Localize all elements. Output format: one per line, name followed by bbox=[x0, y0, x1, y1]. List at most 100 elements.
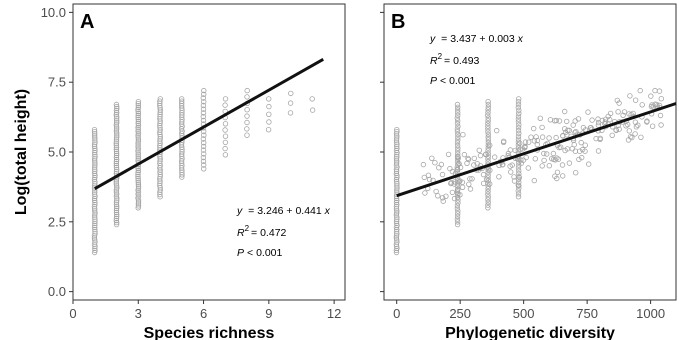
data-point bbox=[113, 140, 119, 146]
data-point bbox=[616, 100, 622, 106]
data-point bbox=[649, 123, 656, 129]
data-point bbox=[393, 203, 400, 210]
data-point bbox=[222, 127, 228, 133]
data-point bbox=[200, 110, 207, 116]
data-point bbox=[91, 131, 98, 137]
data-point bbox=[602, 119, 608, 125]
data-point bbox=[627, 93, 633, 99]
data-point bbox=[537, 115, 543, 121]
data-point bbox=[222, 152, 229, 158]
data-point bbox=[523, 154, 529, 161]
data-point bbox=[485, 115, 491, 121]
data-point bbox=[485, 120, 491, 127]
data-point bbox=[421, 174, 427, 181]
panel-b-eq-var: y bbox=[429, 33, 436, 45]
data-point bbox=[420, 161, 427, 168]
data-point bbox=[485, 199, 491, 206]
data-point bbox=[393, 156, 400, 162]
data-point bbox=[91, 141, 98, 147]
data-point bbox=[627, 133, 634, 140]
data-point bbox=[465, 156, 472, 163]
data-point bbox=[573, 128, 579, 135]
data-point bbox=[436, 164, 442, 171]
data-point bbox=[200, 106, 207, 112]
data-point bbox=[492, 154, 498, 160]
data-point bbox=[658, 95, 664, 102]
data-point bbox=[244, 106, 250, 113]
data-point bbox=[626, 111, 632, 117]
data-point bbox=[135, 128, 141, 134]
data-point bbox=[630, 110, 636, 117]
data-point bbox=[92, 199, 98, 206]
data-point bbox=[614, 97, 620, 104]
data-point bbox=[113, 189, 120, 195]
data-point bbox=[455, 123, 461, 130]
data-point bbox=[539, 124, 545, 131]
data-point bbox=[485, 188, 491, 195]
data-point bbox=[394, 201, 400, 208]
data-point bbox=[200, 113, 206, 120]
data-point bbox=[582, 148, 588, 154]
panel-a-annotation: y = 3.246 + 0.441 x R2 = 0.472 P < 0.001 bbox=[236, 205, 331, 259]
data-point bbox=[455, 145, 461, 151]
data-point bbox=[135, 169, 141, 176]
data-point bbox=[135, 171, 141, 178]
data-point bbox=[222, 121, 229, 127]
data-point bbox=[534, 141, 540, 148]
data-point bbox=[485, 112, 491, 118]
data-point bbox=[456, 178, 462, 185]
data-point bbox=[394, 237, 400, 243]
data-point bbox=[200, 117, 207, 124]
svg-text:R2= 0.493: R2 = 0.493 bbox=[430, 52, 480, 67]
data-point bbox=[91, 126, 98, 133]
data-point bbox=[605, 113, 611, 120]
data-point bbox=[466, 181, 472, 187]
data-point bbox=[516, 130, 522, 137]
data-point bbox=[92, 178, 98, 185]
data-point bbox=[135, 173, 141, 180]
panel-b-x-axis-label: Phylogenetic diversity bbox=[445, 325, 615, 340]
data-point bbox=[113, 205, 120, 211]
data-point bbox=[92, 226, 98, 233]
data-point bbox=[113, 111, 119, 118]
panel-a-eq-text: = 3.246 + 0.441 bbox=[248, 205, 322, 217]
data-point bbox=[582, 142, 588, 148]
data-point bbox=[547, 117, 554, 123]
data-point bbox=[460, 131, 466, 138]
data-point bbox=[113, 124, 120, 130]
panel-a-eq-x: x bbox=[324, 205, 331, 217]
data-point bbox=[113, 156, 120, 163]
data-point bbox=[135, 191, 141, 197]
data-point bbox=[92, 239, 98, 245]
data-point bbox=[454, 221, 461, 228]
data-point bbox=[632, 119, 639, 125]
y-tick-label: 5.0 bbox=[48, 145, 66, 160]
data-point bbox=[244, 87, 250, 94]
data-point bbox=[135, 108, 141, 115]
data-point bbox=[639, 102, 645, 108]
data-point bbox=[288, 90, 294, 97]
data-point bbox=[485, 109, 491, 116]
panel-a-fit-line bbox=[94, 58, 324, 190]
data-point bbox=[469, 176, 475, 182]
data-point bbox=[454, 120, 461, 127]
data-point bbox=[200, 91, 207, 97]
data-point bbox=[515, 191, 522, 197]
data-point bbox=[135, 181, 142, 187]
data-point bbox=[616, 126, 622, 132]
data-point bbox=[485, 104, 491, 110]
data-point bbox=[516, 185, 522, 191]
data-point bbox=[455, 112, 461, 119]
data-point bbox=[91, 237, 98, 243]
data-point bbox=[644, 118, 650, 124]
svg-text:R2= 0.472: R2 = 0.472 bbox=[237, 224, 287, 239]
data-point bbox=[455, 197, 461, 203]
data-point bbox=[113, 181, 120, 187]
data-point bbox=[135, 185, 142, 191]
data-point bbox=[494, 127, 500, 134]
data-point bbox=[657, 112, 664, 119]
panel-a-x-ticks: 0 3 6 9 12 bbox=[69, 300, 341, 321]
data-point bbox=[626, 128, 632, 134]
data-point bbox=[485, 156, 491, 162]
data-point bbox=[92, 153, 98, 160]
